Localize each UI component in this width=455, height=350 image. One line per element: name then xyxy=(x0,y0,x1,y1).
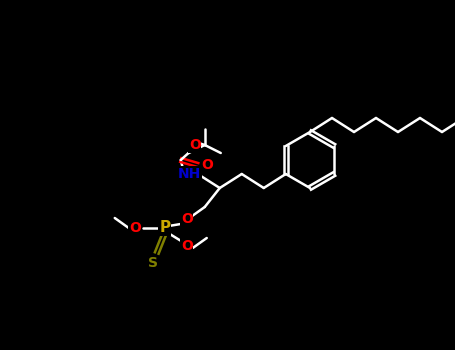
Text: O: O xyxy=(181,239,192,253)
Text: O: O xyxy=(129,221,141,235)
Text: NH: NH xyxy=(178,167,202,181)
Text: P: P xyxy=(159,220,170,236)
Text: O: O xyxy=(201,158,212,172)
Text: O: O xyxy=(181,212,192,226)
Text: O: O xyxy=(189,138,201,152)
Text: S: S xyxy=(148,256,158,270)
